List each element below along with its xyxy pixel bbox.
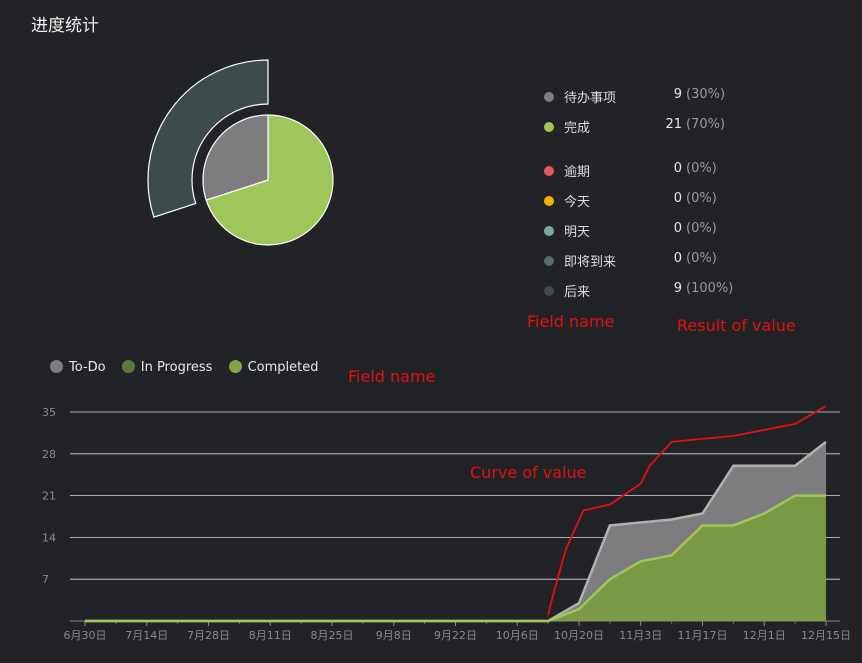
page-title: 进度统计 — [31, 16, 99, 36]
legend-count: 0 — [673, 161, 682, 176]
legend-label: 明天 — [564, 225, 591, 240]
today-dot-icon — [544, 196, 554, 206]
legend-count: 21 — [665, 117, 682, 132]
y-tick-label: 14 — [42, 531, 56, 544]
x-tick-label: 12月1日 — [743, 629, 786, 642]
legend-item-in-progress[interactable]: In Progress — [121, 360, 213, 375]
legend-label: In Progress — [140, 360, 213, 375]
legend-row-upcoming[interactable]: 即将到来 0 (0%) — [542, 248, 762, 278]
legend-row-todo[interactable]: 待办事项 9 (30%) — [542, 84, 762, 114]
x-tick-label: 11月3日 — [619, 629, 662, 642]
x-tick-label: 10月20日 — [554, 629, 604, 642]
chart-legend: To-Do In Progress Completed — [50, 360, 330, 380]
pie-slice-done — [205, 114, 334, 246]
legend-count: 0 — [673, 221, 682, 236]
x-tick-label: 6月30日 — [64, 629, 107, 642]
todo-dot-icon — [50, 360, 63, 373]
legend-label: 完成 — [564, 121, 591, 136]
legend-row-later[interactable]: 后来 9 (100%) — [542, 278, 762, 308]
legend-label: 待办事项 — [564, 91, 617, 106]
overdue-dot-icon — [544, 166, 554, 176]
legend-label: 今天 — [564, 195, 591, 210]
legend-percent: (30%) — [686, 87, 726, 102]
x-tick-label: 11月17日 — [678, 629, 728, 642]
legend-row-today[interactable]: 今天 0 (0%) — [542, 188, 762, 218]
legend-item-todo[interactable]: To-Do — [50, 360, 106, 375]
x-tick-label: 8月25日 — [311, 629, 354, 642]
x-tick-label: 10月6日 — [496, 629, 539, 642]
annotation-field-name-top: Field name — [527, 312, 615, 331]
area-completed — [85, 495, 826, 621]
tomorrow-dot-icon — [544, 226, 554, 236]
done-dot-icon — [544, 122, 554, 132]
y-tick-label: 21 — [42, 490, 56, 503]
later-dot-icon — [544, 286, 554, 296]
legend-label: Completed — [247, 360, 319, 375]
x-tick-label: 12月15日 — [801, 629, 851, 642]
legend-count: 0 — [673, 251, 682, 266]
status-legend: 待办事项 9 (30%) 完成 21 (70%) 逾期 0 (0%) 今天 0 … — [542, 84, 762, 308]
legend-label: 后来 — [564, 285, 591, 300]
legend-percent: (0%) — [686, 191, 717, 206]
legend-count: 9 — [673, 281, 682, 296]
x-tick-label: 7月28日 — [187, 629, 230, 642]
legend-row-overdue[interactable]: 逾期 0 (0%) — [542, 158, 762, 188]
legend-percent: (0%) — [686, 221, 717, 236]
y-tick-label: 35 — [42, 406, 56, 419]
legend-label: To-Do — [69, 360, 106, 375]
legend-percent: (100%) — [686, 281, 734, 296]
annotation-curve-of-value: Curve of value — [470, 463, 587, 482]
legend-row-done[interactable]: 完成 21 (70%) — [542, 114, 762, 144]
legend-percent: (70%) — [686, 117, 726, 132]
pie-slice-todo — [202, 114, 269, 201]
annotation-field-name-bottom: Field name — [348, 367, 436, 386]
legend-label: 逾期 — [564, 165, 591, 180]
legend-count: 9 — [673, 87, 682, 102]
x-tick-label: 7月14日 — [125, 629, 168, 642]
pie-ring-later — [147, 59, 269, 218]
legend-item-completed[interactable]: Completed — [228, 360, 319, 375]
y-tick-label: 28 — [42, 448, 56, 461]
annotation-curve-line — [547, 405, 827, 616]
upcoming-dot-icon — [544, 256, 554, 266]
legend-count: 0 — [673, 191, 682, 206]
in-progress-dot-icon — [121, 360, 135, 373]
todo-dot-icon — [544, 92, 554, 102]
legend-label: 即将到来 — [564, 255, 617, 270]
x-tick-label: 9月22日 — [434, 629, 477, 642]
x-tick-label: 8月11日 — [249, 629, 292, 642]
annotation-result-of-value: Result of value — [677, 316, 796, 335]
x-tick-label: 9月8日 — [376, 629, 412, 642]
legend-row-tomorrow[interactable]: 明天 0 (0%) — [542, 218, 762, 248]
legend-percent: (0%) — [686, 251, 717, 266]
line-completed — [85, 494, 826, 623]
y-tick-label: 7 — [42, 573, 49, 586]
line-todo — [85, 440, 827, 623]
legend-percent: (0%) — [686, 161, 717, 176]
completed-dot-icon — [228, 360, 242, 373]
